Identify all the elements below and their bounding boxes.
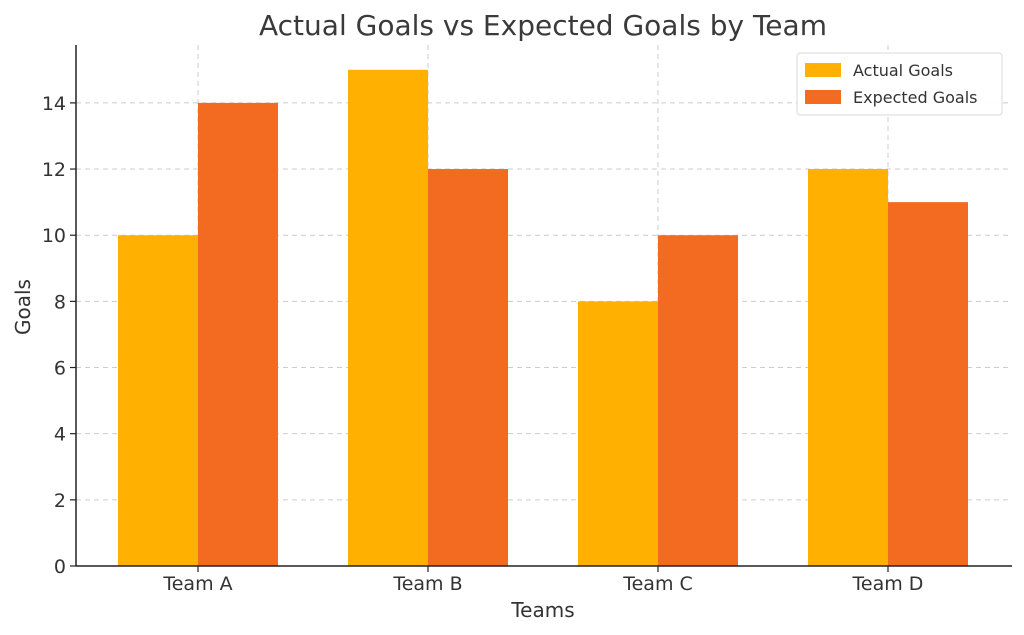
bar-expected-goals-team-c — [658, 235, 738, 566]
bar-expected-goals-team-b — [428, 169, 508, 567]
legend-label: Expected Goals — [853, 88, 978, 107]
x-tick-labels: Team A Team B Team C Team D — [162, 566, 923, 595]
y-tick-label: 4 — [54, 424, 66, 446]
bar-actual-goals-team-d — [808, 169, 888, 567]
bar-expected-goals-team-a — [198, 102, 278, 566]
bar-actual-goals-team-c — [578, 301, 658, 566]
y-tick-label: 8 — [54, 291, 66, 313]
x-tick-label: Team D — [852, 573, 924, 595]
legend: Actual Goals Expected Goals — [796, 52, 1003, 116]
x-tick-label: Team A — [162, 573, 232, 595]
y-tick-label: 10 — [42, 225, 66, 247]
legend-label: Actual Goals — [853, 61, 953, 80]
x-tick-label: Team B — [392, 573, 462, 595]
legend-box — [796, 52, 1003, 116]
y-tick-label: 6 — [54, 358, 66, 380]
chart-title: Actual Goals vs Expected Goals by Team — [259, 9, 827, 42]
x-axis-label: Teams — [510, 598, 574, 622]
bar-actual-goals-team-b — [348, 69, 428, 567]
y-tick-label: 12 — [42, 159, 66, 181]
y-axis-label: Goals — [11, 279, 35, 335]
legend-swatch — [805, 90, 841, 104]
y-tick-label: 2 — [54, 490, 66, 512]
y-tick-label: 14 — [42, 93, 66, 115]
bar-expected-goals-team-d — [888, 202, 968, 566]
legend-swatch — [805, 63, 841, 77]
x-tick-label: Team C — [622, 573, 693, 595]
bars — [118, 69, 968, 567]
y-tick-labels: 0 2 4 6 8 10 12 14 — [42, 93, 76, 578]
bar-actual-goals-team-a — [118, 235, 198, 566]
y-tick-label: 0 — [54, 556, 66, 578]
axes — [75, 45, 1012, 567]
